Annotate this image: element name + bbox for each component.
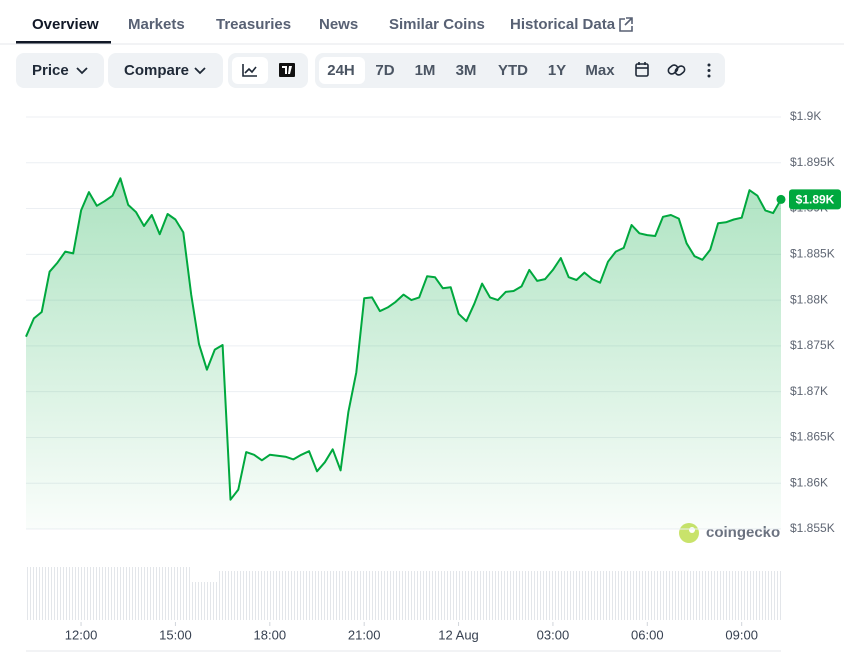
volume-strip <box>26 567 190 620</box>
x-tick-label: 12 Aug <box>438 627 479 642</box>
range-button[interactable]: YTD <box>498 62 528 79</box>
chevron <box>76 67 88 75</box>
price-area <box>26 178 781 530</box>
x-tick-label: 21:00 <box>348 627 381 642</box>
compare-button-label[interactable]: Compare <box>124 62 189 79</box>
price-button-label[interactable]: Price <box>32 62 69 79</box>
link-icon[interactable] <box>667 64 686 77</box>
price-line <box>25 177 782 501</box>
last-price-badge <box>789 189 841 210</box>
volume-strip <box>190 582 218 620</box>
y-tick-label: $1.875K <box>790 338 835 352</box>
y-tick-label: $1.865K <box>790 430 835 444</box>
range-button[interactable]: 1M <box>415 62 436 79</box>
tab[interactable]: Markets <box>128 16 185 33</box>
calendar-icon[interactable] <box>635 62 649 77</box>
active-tab-underline <box>16 41 111 44</box>
tab[interactable]: Historical Data <box>510 16 616 33</box>
x-tick-label: 09:00 <box>725 627 758 642</box>
more-icon[interactable] <box>707 63 711 78</box>
range-button[interactable]: Max <box>585 62 615 79</box>
price-button[interactable] <box>16 53 104 88</box>
x-tick-label: 03:00 <box>537 627 570 642</box>
last-price-dot <box>776 194 786 204</box>
range-group <box>315 53 725 88</box>
toolbar: Price Compare <box>16 53 725 88</box>
range-button[interactable]: 1Y <box>548 62 566 79</box>
volume-strip <box>218 571 781 620</box>
range-button[interactable]: 3M <box>456 62 477 79</box>
y-tick-label: $1.87K <box>790 384 828 398</box>
compare-button[interactable] <box>108 53 223 88</box>
x-tick-label: 12:00 <box>65 627 98 642</box>
y-tick-label: $1.86K <box>790 475 828 489</box>
y-tick-label: $1.885K <box>790 247 835 261</box>
y-tick-label: $1.855K <box>790 521 835 535</box>
line-chart-icon <box>242 64 257 77</box>
external-link-icon <box>619 17 633 32</box>
y-tick-label: $1.88K <box>790 292 828 306</box>
tab-bar: Overview Markets Treasuries News Similar… <box>0 16 844 45</box>
last-price-label: $1.89K <box>796 193 835 207</box>
tab[interactable]: Treasuries <box>216 16 291 33</box>
tab[interactable]: Overview <box>32 16 99 33</box>
range-button[interactable]: 24H <box>327 62 355 79</box>
x-tick-label: 18:00 <box>254 627 287 642</box>
tradingview-icon <box>282 66 292 74</box>
chevron <box>194 67 206 75</box>
y-tick-label: $1.895K <box>790 155 835 169</box>
tab[interactable]: News <box>319 16 358 33</box>
y-tick-label: $1.9K <box>790 109 821 123</box>
range-button[interactable]: 7D <box>375 62 394 79</box>
tab[interactable]: Similar Coins <box>389 16 485 33</box>
active-range <box>319 57 365 84</box>
x-tick-label: 06:00 <box>631 627 664 642</box>
x-tick-label: 15:00 <box>159 627 192 642</box>
